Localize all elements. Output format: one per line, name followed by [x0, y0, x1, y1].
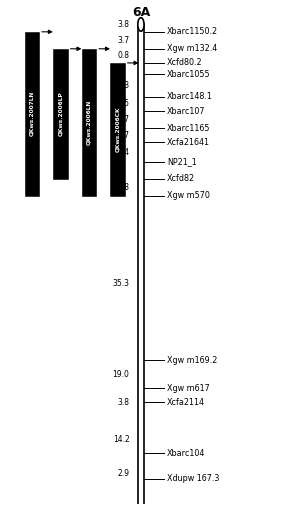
Text: Xcfd80.2: Xcfd80.2: [167, 59, 203, 68]
Text: 0.8: 0.8: [117, 52, 129, 61]
Text: Xgw m617: Xgw m617: [167, 384, 210, 393]
Text: Xgw m169.2: Xgw m169.2: [167, 356, 217, 365]
Text: Xgw m132.4: Xgw m132.4: [167, 44, 217, 54]
Text: QKws.2006CK: QKws.2006CK: [115, 107, 120, 152]
Text: 3.8: 3.8: [117, 20, 129, 29]
Text: 3.7: 3.7: [117, 36, 129, 45]
Text: 35.3: 35.3: [113, 279, 129, 288]
Text: QKws.2006LP: QKws.2006LP: [58, 91, 63, 136]
Text: 6.3: 6.3: [117, 81, 129, 90]
Text: Xbarc104: Xbarc104: [167, 449, 205, 458]
Text: Xbarc1150.2: Xbarc1150.2: [167, 27, 218, 36]
Text: Xbarc107: Xbarc107: [167, 107, 205, 116]
Text: QKws.2006LN: QKws.2006LN: [86, 99, 92, 145]
Text: 14.2: 14.2: [113, 435, 129, 444]
Text: 1.7: 1.7: [117, 131, 129, 139]
Text: 6A: 6A: [132, 7, 150, 19]
Text: 5.4: 5.4: [117, 147, 129, 157]
Text: QKws.2007LN: QKws.2007LN: [29, 91, 34, 136]
Ellipse shape: [138, 18, 144, 31]
Text: Xgw m570: Xgw m570: [167, 191, 210, 200]
Text: 19.0: 19.0: [113, 370, 129, 379]
Text: 2.9: 2.9: [117, 469, 129, 478]
Text: Xdupw 167.3: Xdupw 167.3: [167, 474, 219, 483]
Polygon shape: [110, 63, 125, 196]
Text: Xcfd82: Xcfd82: [167, 174, 195, 183]
Polygon shape: [25, 32, 39, 196]
Text: 3.8: 3.8: [117, 398, 129, 407]
Text: Xcfa2114: Xcfa2114: [167, 398, 205, 407]
Polygon shape: [82, 49, 96, 196]
Text: 2.7: 2.7: [117, 115, 129, 124]
Text: 1.5: 1.5: [117, 99, 129, 109]
Polygon shape: [138, 24, 144, 505]
Text: Xcfa21641: Xcfa21641: [167, 138, 210, 146]
Text: Xbarc1055: Xbarc1055: [167, 70, 210, 79]
Text: Xbarc1165: Xbarc1165: [167, 124, 210, 132]
Text: 3.8: 3.8: [117, 183, 129, 192]
Text: NP21_1: NP21_1: [167, 158, 197, 167]
Polygon shape: [53, 49, 68, 179]
Text: Xbarc148.1: Xbarc148.1: [167, 92, 213, 102]
